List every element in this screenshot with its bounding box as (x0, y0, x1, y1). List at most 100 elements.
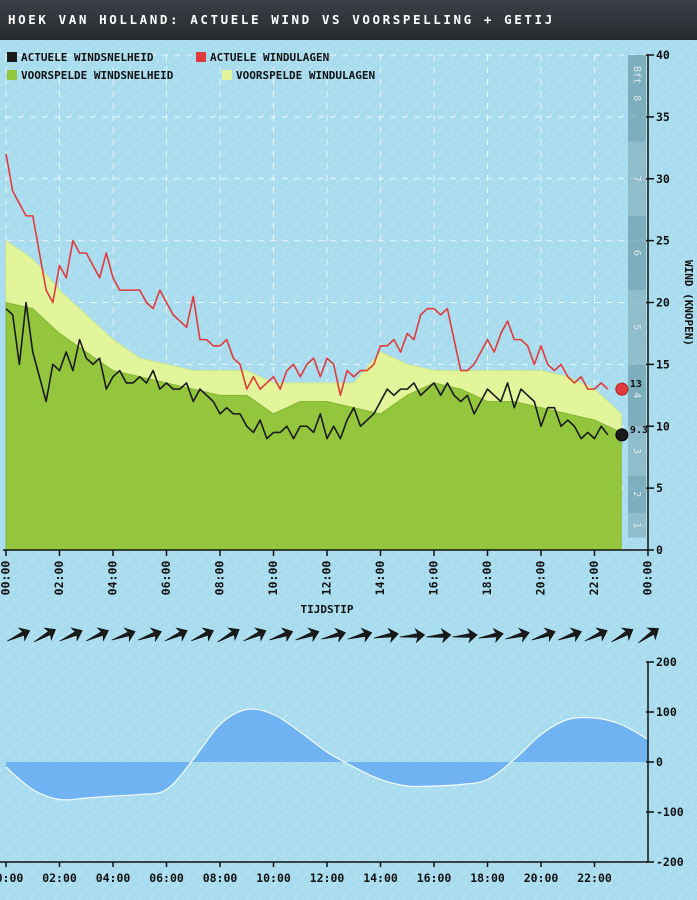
wind-y-tick-label: 10 (656, 419, 670, 433)
wind-direction-arrow (243, 627, 267, 642)
wind-direction-arrow (164, 627, 188, 642)
tide-area (6, 709, 648, 800)
arrow-shape (373, 627, 399, 644)
arrow-shape (531, 627, 556, 643)
wind-direction-arrows (6, 627, 659, 644)
wind-y-tick-label: 5 (656, 481, 663, 495)
tide-y-tick-label: 100 (656, 705, 677, 719)
wind-y-axis-title: WIND (KNOPEN) (682, 260, 695, 346)
tide-x-tick-label: 10:00 (256, 871, 291, 885)
tide-y-tick-label: -100 (656, 805, 684, 819)
arrow-shape (452, 627, 478, 644)
arrow-shape (399, 627, 426, 644)
bft-band (628, 215, 646, 291)
bft-band-label: 5 (631, 324, 642, 330)
legend-swatch-forecast-wind (7, 70, 17, 80)
wind-direction-arrow (321, 627, 346, 643)
tide-x-tick-label: 22:00 (577, 871, 612, 885)
wind-direction-arrow (373, 627, 399, 644)
bft-band-label: 1 (631, 522, 642, 528)
arrow-shape (6, 627, 31, 642)
wind-y-tick-label: 20 (656, 296, 670, 310)
wind-x-axis-title: TIJDSTIP (301, 603, 354, 616)
legend-label-actual-gusts: ACTUELE WINDULAGEN (210, 51, 329, 64)
wind-direction-arrow (6, 627, 31, 642)
bft-band (628, 55, 646, 142)
bft-band-label: 3 (631, 448, 642, 454)
arrow-shape (137, 627, 162, 643)
wind-x-tick-label: 20:00 (534, 561, 548, 596)
wind-x-tick-label: 04:00 (106, 561, 120, 596)
wind-direction-arrow (584, 627, 608, 642)
wind-x-tick-label: 02:00 (52, 561, 66, 596)
arrow-shape (505, 627, 530, 643)
wind-direction-arrow (137, 627, 162, 643)
bft-band-label: 8 (631, 95, 642, 101)
arrow-shape (584, 627, 608, 642)
wind-direction-arrow (452, 627, 478, 644)
bft-band-label: 4 (631, 392, 642, 398)
legend-swatch-actual-wind (7, 52, 17, 62)
tide-y-tick-label: 200 (656, 655, 677, 669)
bft-band (628, 290, 646, 365)
tide-x-tick-label: 00:00 (0, 871, 23, 885)
actual-gusts-endpoint (615, 382, 629, 396)
arrow-shape (85, 627, 109, 642)
wind-x-tick-label: 14:00 (373, 561, 387, 596)
legend: ACTUELE WINDSNELHEID ACTUELE WINDULAGEN VO… (7, 51, 375, 82)
arrow-shape (59, 627, 83, 642)
wind-direction-arrow (217, 627, 240, 643)
arrow-shape (190, 627, 214, 642)
tide-x-tick-label: 20:00 (524, 871, 559, 885)
wind-y-tick-label: 30 (656, 172, 670, 186)
tide-x-tick-label: 06:00 (149, 871, 184, 885)
tide-x-tick-label: 02:00 (42, 871, 77, 885)
wind-x-tick-label: 06:00 (159, 561, 173, 596)
arrow-shape (478, 627, 504, 644)
actual-gusts-line (5, 153, 609, 397)
wind-x-tick-label: 10:00 (266, 561, 280, 596)
chart-title: Hoek van Holland: actuele wind vs voorsp… (0, 0, 697, 40)
legend-label-forecast-wind: VOORSPELDE WINDSNELHEID (21, 69, 174, 82)
arrow-shape (111, 627, 136, 643)
wind-x-tick-label: 22:00 (587, 561, 601, 596)
bft-unit-label: Bft (631, 66, 642, 84)
wind-direction-arrow (111, 627, 136, 643)
wind-y-tick-label: 40 (656, 48, 670, 62)
wind-direction-arrow (638, 627, 659, 644)
bft-band (628, 512, 646, 538)
bft-band-label: 2 (631, 491, 642, 497)
bft-band (628, 364, 646, 427)
wind-direction-arrow (399, 627, 426, 644)
wind-y-tick-label: 35 (656, 110, 670, 124)
wind-y-tick-label: 25 (656, 234, 670, 248)
tide-y-tick-label: 0 (656, 755, 663, 769)
legend-swatch-actual-gusts (196, 52, 206, 62)
actual-lines: 139.3 (5, 153, 648, 442)
arrow-shape (33, 627, 56, 643)
arrow-shape (269, 627, 294, 643)
actual-wind-endpoint (615, 428, 629, 442)
wind-direction-arrow (190, 627, 214, 642)
arrow-shape (164, 627, 188, 642)
forecast-wind-area (5, 301, 622, 551)
arrow-shape (217, 627, 240, 643)
arrow-shape (425, 627, 452, 644)
wind-x-tick-label: 00:00 (641, 561, 655, 596)
wind-y-tick-label: 0 (656, 543, 663, 557)
wind-direction-arrow (295, 627, 320, 643)
wind-direction-arrow (557, 627, 582, 643)
wind-y-tick-label: 15 (656, 357, 670, 371)
wind-direction-arrow (531, 627, 556, 643)
tide-line (5, 708, 649, 801)
wind-direction-arrow (85, 627, 109, 642)
wind-x-tick-label: 18:00 (480, 561, 494, 596)
tide-x-tick-label: 04:00 (96, 871, 131, 885)
bft-band (628, 141, 646, 216)
bft-band-label: 6 (631, 250, 642, 256)
arrow-shape (611, 627, 634, 643)
wind-x-tick-label: 16:00 (427, 561, 441, 596)
